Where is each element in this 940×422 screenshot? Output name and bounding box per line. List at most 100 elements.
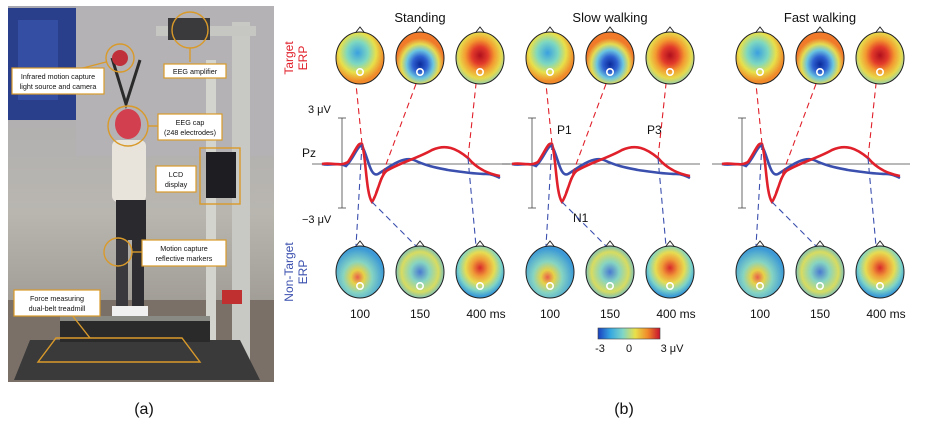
topomap-target-2-1	[795, 26, 845, 85]
caption-a: (a)	[134, 401, 154, 418]
topomap-nontarget-1-0	[525, 240, 575, 299]
label-lcd-line2: display	[165, 180, 188, 189]
component-label-p1: P1	[557, 123, 572, 137]
connector-target-0-1	[371, 83, 417, 203]
connector-target-0-0	[355, 83, 363, 145]
row-label-nontarget-line2: ERP	[296, 260, 310, 285]
electrode-marker	[875, 68, 884, 77]
time-label-0-0: 100	[350, 307, 370, 321]
electrode-marker	[475, 281, 484, 290]
row-label-nontarget-line1: Non-Target	[282, 242, 296, 302]
topomap-nontarget-0-0	[335, 240, 385, 299]
electrode-marker	[605, 68, 614, 77]
electrode-marker	[545, 281, 554, 290]
callout-lcd	[199, 147, 241, 205]
label-eeg-cap-line2: (248 electrodes)	[164, 128, 216, 137]
label-amplifier: EEG amplifier	[163, 63, 227, 79]
caption-b: (b)	[614, 401, 634, 418]
time-label-1-2: 400 ms	[656, 307, 695, 321]
row-label-target: Target ERP	[282, 41, 310, 75]
connector-nontarget-2-1	[771, 201, 817, 247]
time-label-2-1: 150	[810, 307, 830, 321]
connector-nontarget-2-0	[755, 143, 763, 247]
component-label-n1: N1	[573, 211, 589, 225]
topomap-target-1-2	[645, 26, 695, 85]
electrode-marker	[815, 68, 824, 77]
colorbar-gradient	[597, 327, 661, 340]
topomap-nontarget-2-1	[795, 240, 845, 299]
connector-target-1-1	[561, 83, 607, 203]
y-top-label: 3 μV	[308, 104, 332, 116]
connector-target-2-0	[755, 83, 763, 145]
connector-nontarget-1-2	[657, 157, 667, 247]
condition-title-2: Fast walking	[784, 10, 856, 25]
time-label-1-1: 150	[600, 307, 620, 321]
waveform-nontarget-1	[511, 144, 691, 180]
time-label-0-1: 150	[410, 307, 430, 321]
electrode-marker	[355, 281, 364, 290]
topomap-target-0-1	[395, 26, 445, 85]
label-eeg-cap-line1: EEG cap	[176, 118, 205, 127]
topomap-nontarget-2-0	[735, 240, 785, 299]
topomap-nontarget-2-2	[855, 240, 905, 299]
channel-label-pz: Pz	[302, 146, 316, 160]
condition-panel-1: Slow walking 100 150 400 ms	[502, 10, 700, 321]
electrode-marker	[755, 68, 764, 77]
electrode-marker	[875, 281, 884, 290]
electrode-marker	[755, 281, 764, 290]
label-infrared-line1: Infrared motion capture	[21, 72, 95, 81]
connector-nontarget-0-2	[467, 157, 477, 247]
topomap-target-2-0	[735, 26, 785, 85]
topomap-nontarget-0-1	[395, 240, 445, 299]
electrode-marker	[475, 68, 484, 77]
label-eeg-cap: EEG cap (248 electrodes)	[157, 113, 223, 141]
waveform-target-2	[721, 142, 901, 205]
topomap-target-0-0	[335, 26, 385, 85]
condition-title-0: Standing	[394, 10, 445, 25]
connector-target-1-2	[657, 83, 667, 159]
callout-eeg-cap	[107, 105, 158, 147]
electrode-marker	[815, 281, 824, 290]
label-treadmill-line2: dual-belt treadmill	[29, 304, 86, 313]
electrode-marker	[355, 68, 364, 77]
callout-markers	[103, 237, 142, 267]
colorbar-min: -3	[595, 343, 605, 355]
colorbar: -3 0 3 μV	[595, 327, 685, 355]
electrode-marker	[665, 68, 674, 77]
topomap-nontarget-1-1	[585, 240, 635, 299]
time-label-1-0: 100	[540, 307, 560, 321]
connector-target-1-0	[545, 83, 553, 145]
time-label-0-2: 400 ms	[466, 307, 505, 321]
condition-title-1: Slow walking	[572, 10, 647, 25]
connector-target-0-2	[467, 83, 477, 159]
label-infrared-line2: light source and camera	[20, 82, 97, 91]
connector-nontarget-2-2	[867, 157, 877, 247]
waveform-target-0	[321, 142, 501, 205]
row-label-target-line1: Target	[282, 41, 296, 75]
time-label-2-0: 100	[750, 307, 770, 321]
topomap-nontarget-0-2	[455, 240, 505, 299]
electrode-marker	[605, 281, 614, 290]
label-treadmill-line1: Force measuring	[30, 294, 84, 303]
connector-nontarget-0-0	[355, 143, 363, 247]
label-markers: Motion capture reflective markers	[141, 239, 227, 267]
topomap-target-1-0	[525, 26, 575, 85]
colorbar-mid: 0	[626, 343, 632, 355]
electrode-marker	[545, 68, 554, 77]
y-bottom-label: −3 μV	[302, 214, 332, 226]
connector-target-2-1	[771, 83, 817, 203]
component-label-p3: P3	[647, 123, 662, 137]
waveform-nontarget-2	[721, 144, 901, 180]
connector-nontarget-0-1	[371, 201, 417, 247]
condition-panel-0: Standing 100 150 400 ms	[312, 10, 510, 321]
label-lcd: LCD display	[155, 165, 197, 193]
connector-target-2-2	[867, 83, 877, 159]
label-lcd-line1: LCD	[169, 170, 183, 179]
condition-panel-2: Fast walking 100 150 400 ms	[712, 10, 910, 321]
topomap-target-1-1	[585, 26, 635, 85]
colorbar-max: 3 μV	[661, 343, 685, 355]
connector-nontarget-1-1	[561, 201, 607, 247]
label-markers-line1: Motion capture	[160, 244, 208, 253]
electrode-marker	[665, 281, 674, 290]
label-treadmill: Force measuring dual-belt treadmill	[13, 289, 101, 317]
